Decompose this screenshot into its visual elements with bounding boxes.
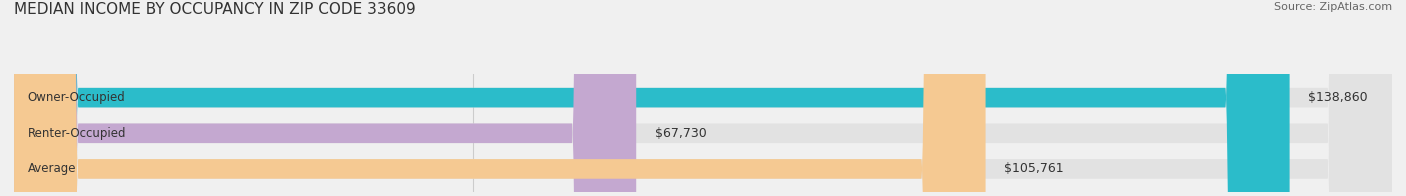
Text: Owner-Occupied: Owner-Occupied (28, 91, 125, 104)
FancyBboxPatch shape (14, 0, 986, 196)
Text: $105,761: $105,761 (1004, 162, 1063, 175)
Text: Average: Average (28, 162, 76, 175)
FancyBboxPatch shape (14, 0, 1392, 196)
Text: MEDIAN INCOME BY OCCUPANCY IN ZIP CODE 33609: MEDIAN INCOME BY OCCUPANCY IN ZIP CODE 3… (14, 2, 416, 17)
FancyBboxPatch shape (14, 0, 637, 196)
Text: $67,730: $67,730 (655, 127, 706, 140)
Text: $138,860: $138,860 (1308, 91, 1368, 104)
FancyBboxPatch shape (14, 0, 1289, 196)
Text: Renter-Occupied: Renter-Occupied (28, 127, 127, 140)
FancyBboxPatch shape (14, 0, 1392, 196)
FancyBboxPatch shape (14, 0, 1392, 196)
Text: Source: ZipAtlas.com: Source: ZipAtlas.com (1274, 2, 1392, 12)
